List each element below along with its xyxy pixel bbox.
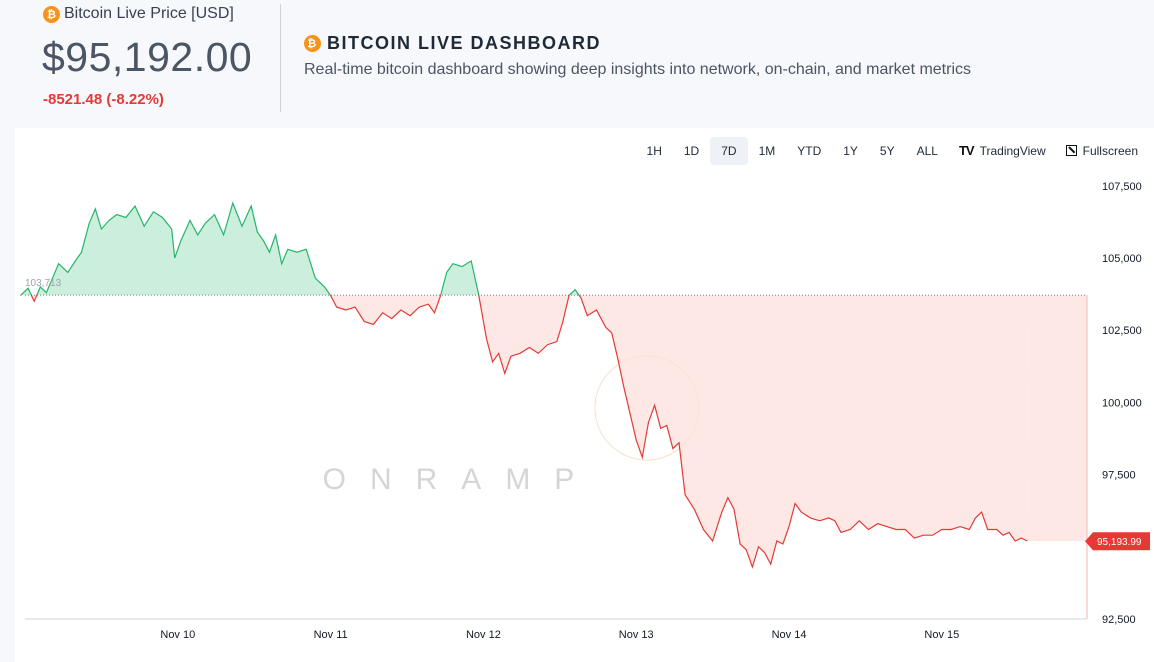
fullscreen-icon xyxy=(1065,145,1077,156)
range-button-7d[interactable]: 7D xyxy=(710,136,748,165)
tradingview-button[interactable]: TV TradingView xyxy=(949,136,1056,165)
y-tick-label: 102,500 xyxy=(1102,325,1142,337)
price-panel: ₿ Bitcoin Live Price [USD] $95,192.00 -8… xyxy=(0,0,280,120)
up-line-5 xyxy=(440,259,480,296)
up-line-1 xyxy=(20,287,32,296)
range-button-1y[interactable]: 1Y xyxy=(843,143,858,158)
header-divider xyxy=(280,4,281,112)
x-tick-label: Nov 14 xyxy=(772,629,807,641)
range-button-5y[interactable]: 5Y xyxy=(879,143,895,158)
bitcoin-icon: ₿ xyxy=(43,5,60,23)
tradingview-icon: TV xyxy=(958,143,975,158)
current-price: $95,192.00 xyxy=(42,34,253,80)
y-tick-label: 92,500 xyxy=(1102,614,1136,626)
up-area-7 xyxy=(569,289,579,296)
chart-card: ONRAMP 103,713 107,500 105,000 102,500 100,00… xyxy=(15,128,1154,662)
range-button-ytd[interactable]: YTD xyxy=(797,143,822,158)
x-tick-label: Nov 13 xyxy=(619,629,654,641)
price-title: ₿ Bitcoin Live Price [USD] xyxy=(43,5,234,23)
watermark-text: ONRAMP xyxy=(323,463,599,496)
price-chart[interactable]: ONRAMP 103,713 107,500 105,000 102,500 100,00… xyxy=(15,128,1154,662)
fullscreen-label: Fullscreen xyxy=(1082,143,1138,158)
x-tick-label: Nov 11 xyxy=(314,629,348,641)
range-button-1h[interactable]: 1H xyxy=(646,143,662,158)
chart-toolbar: 1H 1D 7D 1M YTD 1Y 5Y ALL TV TradingView… xyxy=(636,136,1148,165)
baseline-label: 103,713 xyxy=(25,278,62,289)
y-tick-label: 100,000 xyxy=(1102,397,1142,409)
dashboard-subtitle: Real-time bitcoin dashboard showing deep… xyxy=(304,61,972,78)
down-line-6 xyxy=(478,294,570,376)
tradingview-label: TradingView xyxy=(979,143,1046,158)
up-line-3 xyxy=(36,201,331,296)
y-tick-label: 97,500 xyxy=(1102,470,1136,482)
down-area-8 xyxy=(578,295,1028,567)
y-tick-label: 107,500 xyxy=(1102,181,1142,193)
x-tick-label: Nov 10 xyxy=(160,629,195,641)
down-line-2 xyxy=(30,294,38,303)
up-line-7 xyxy=(568,288,580,296)
y-tick-label: 105,000 xyxy=(1102,253,1142,265)
range-button-1m[interactable]: 1M xyxy=(758,143,776,158)
up-area-5 xyxy=(440,260,479,296)
down-line-4 xyxy=(329,294,442,326)
dashboard-title-label: BITCOIN LIVE DASHBOARD xyxy=(327,33,602,53)
price-change: -8521.48 (-8.22%) xyxy=(43,91,164,108)
price-title-label: Bitcoin Live Price [USD] xyxy=(64,5,234,22)
range-button-1d[interactable]: 1D xyxy=(683,143,700,158)
fullscreen-button[interactable]: Fullscreen xyxy=(1056,137,1148,165)
down-area-tail xyxy=(1027,295,1087,542)
range-button-all[interactable]: ALL xyxy=(916,143,938,158)
bitcoin-icon: ₿ xyxy=(304,35,321,52)
down-area-6 xyxy=(478,295,570,374)
down-area-4 xyxy=(330,295,441,325)
up-area-3 xyxy=(36,203,331,296)
dashboard-title: ₿ BITCOIN LIVE DASHBOARD xyxy=(304,33,601,54)
down-line-8 xyxy=(578,294,1028,569)
last-price-label: 95,193.99 xyxy=(1097,537,1142,548)
last-price-tag xyxy=(1085,532,1150,551)
x-tick-label: Nov 15 xyxy=(924,629,959,641)
x-tick-label: Nov 12 xyxy=(466,629,501,641)
